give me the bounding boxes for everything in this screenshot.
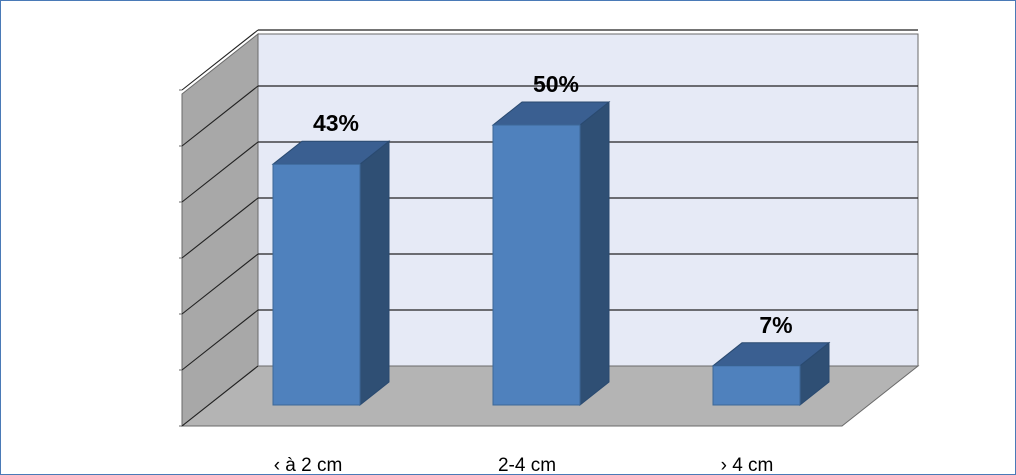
- data-label: 43%: [313, 110, 359, 136]
- bar: [271, 140, 391, 407]
- bar: [711, 341, 831, 407]
- category-label: ‹ à 2 cm: [274, 455, 343, 475]
- category-labels: ‹ à 2 cm 2-4 cm › 4 cm: [274, 455, 774, 475]
- bars: [271, 100, 831, 407]
- gridline-side: [181, 365, 259, 427]
- chart-side-wall: [181, 32, 259, 428]
- gridline-side: [181, 309, 259, 371]
- gridline-side: [181, 85, 259, 147]
- gridline-side: [181, 141, 259, 203]
- bar-side: [359, 140, 390, 407]
- category-label: › 4 cm: [721, 455, 774, 475]
- bar-front: [712, 365, 801, 406]
- category-label: 2-4 cm: [498, 455, 556, 475]
- gridline-side: [181, 253, 259, 315]
- bar-front: [272, 163, 361, 406]
- gridline-side: [181, 197, 259, 259]
- data-label: 7%: [759, 312, 792, 338]
- data-label: 50%: [533, 71, 579, 97]
- bar: [491, 100, 611, 407]
- gridline-side: [181, 29, 259, 91]
- bar-front: [492, 124, 581, 406]
- data-labels: 43% 50% 7%: [313, 71, 793, 338]
- bar-side: [579, 100, 610, 407]
